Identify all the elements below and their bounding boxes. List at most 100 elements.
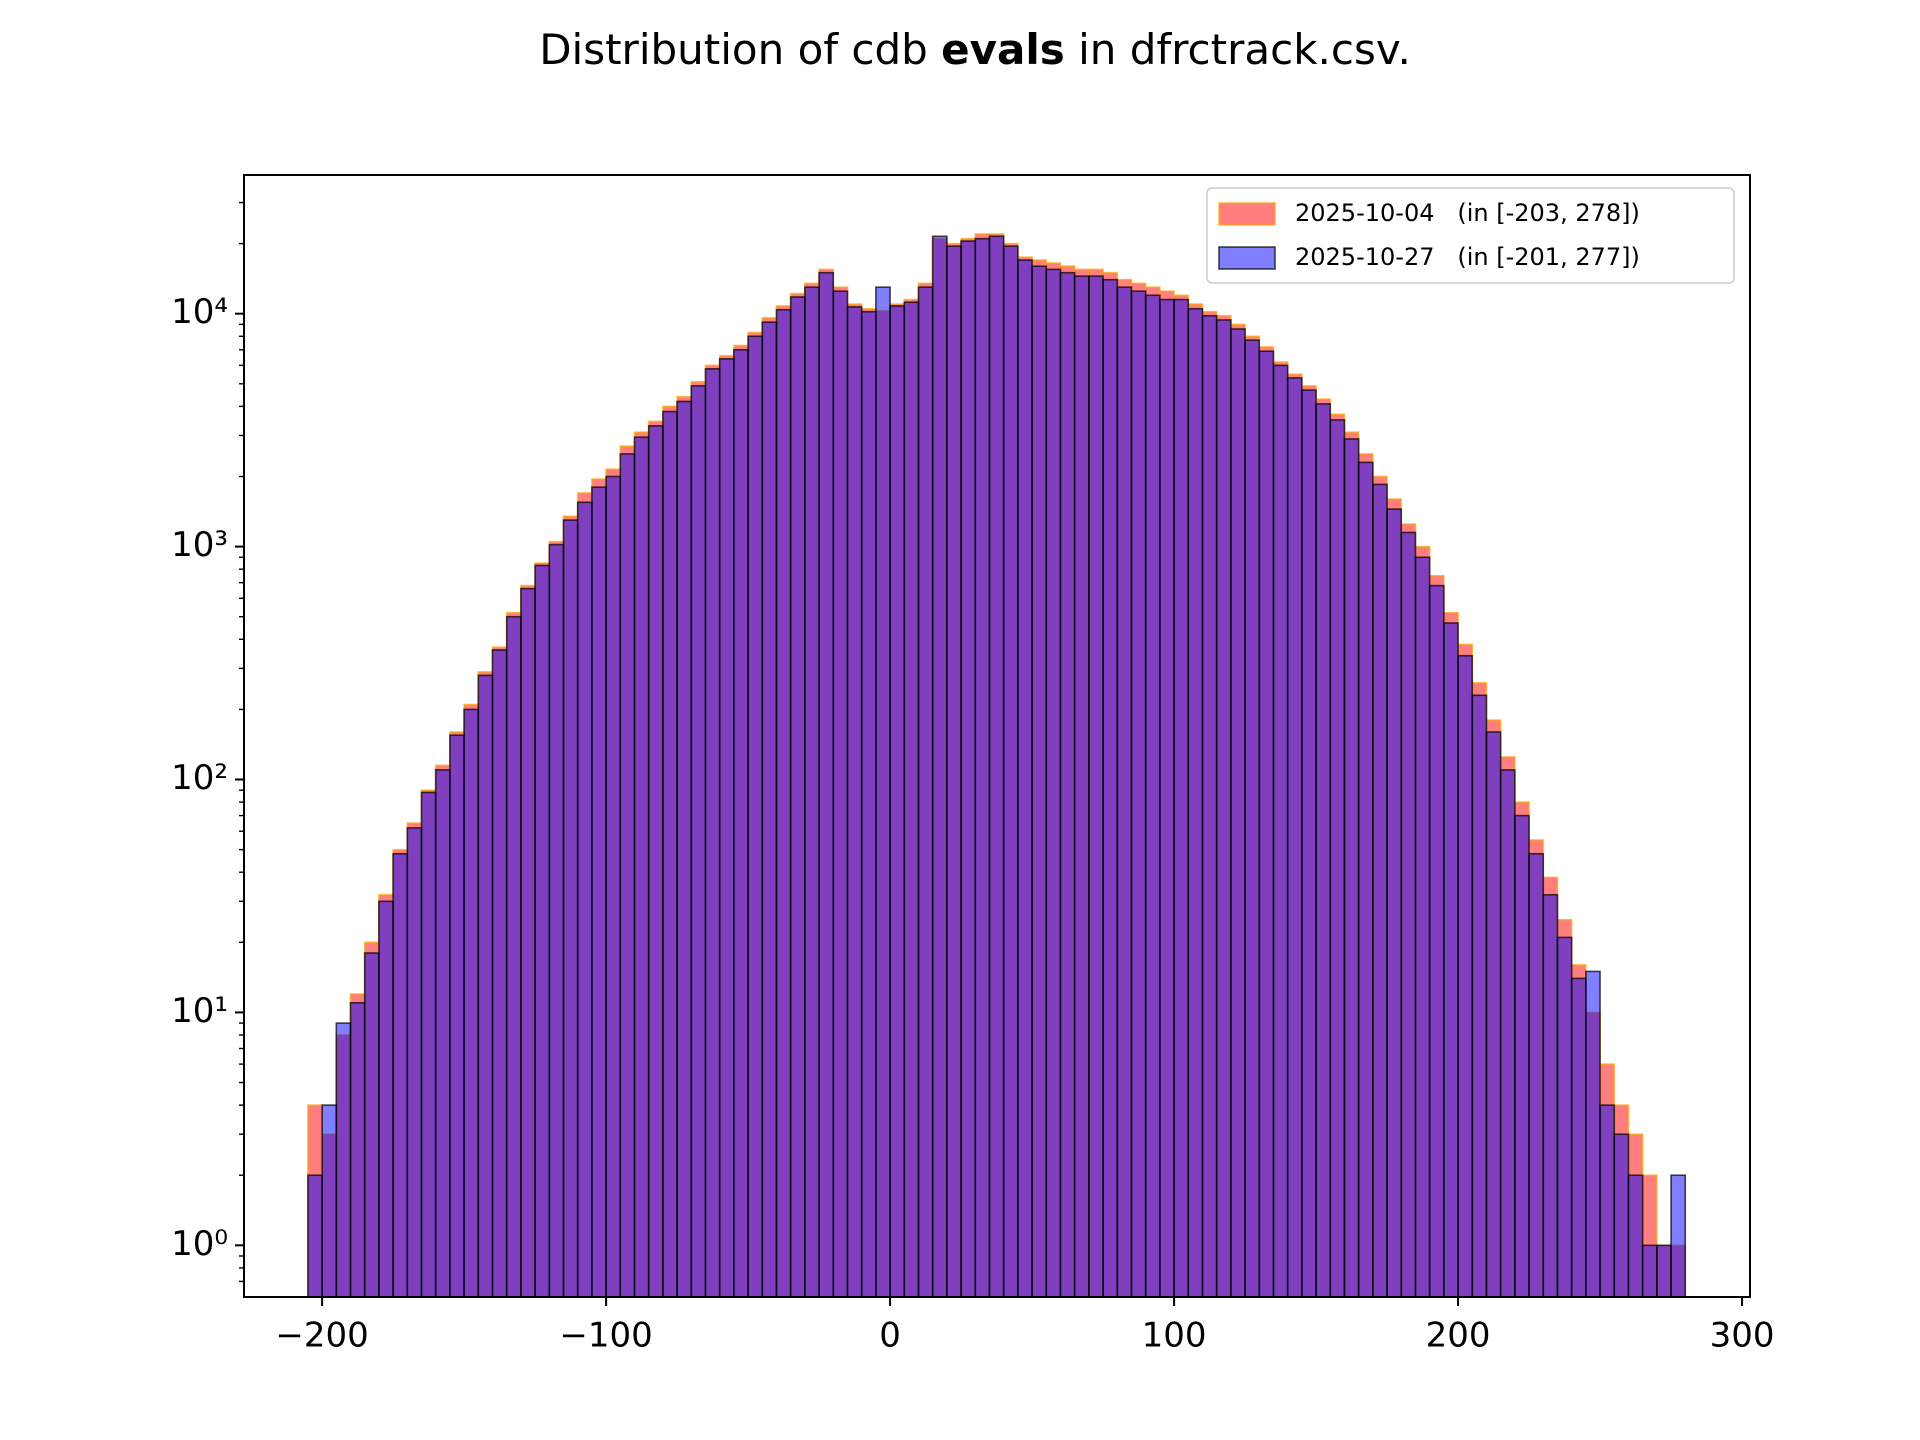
bar (704, 367, 721, 1298)
bar (491, 649, 508, 1298)
bar (633, 436, 650, 1298)
bar (860, 310, 877, 1298)
bar (690, 385, 707, 1298)
bar (321, 1104, 338, 1298)
bar (406, 827, 423, 1298)
bar (818, 271, 835, 1298)
bar (1386, 508, 1403, 1298)
bar (1286, 377, 1303, 1298)
bar (562, 519, 579, 1298)
bar (1144, 294, 1161, 1298)
y-tick-label: 10¹ (171, 991, 228, 1031)
bar (1357, 461, 1374, 1298)
title-part: Distribution of cdb (539, 25, 941, 74)
bar (775, 308, 792, 1298)
bar (534, 564, 551, 1298)
bar (1258, 350, 1275, 1298)
bar (1443, 622, 1459, 1298)
x-tick-label: 200 (1426, 1316, 1491, 1356)
bar (1301, 389, 1317, 1298)
bar (420, 791, 437, 1298)
bar (1315, 403, 1332, 1298)
bar (846, 306, 863, 1298)
bar (1002, 245, 1019, 1298)
x-tick-label: −100 (559, 1316, 652, 1356)
bar (889, 305, 906, 1298)
bar (1457, 654, 1474, 1298)
bar (960, 240, 977, 1298)
bar (1585, 970, 1601, 1298)
title-part: in dfrctrack.csv. (1065, 25, 1411, 74)
bar (463, 708, 480, 1298)
bar (789, 296, 806, 1298)
bar (946, 245, 962, 1298)
bar (832, 290, 849, 1298)
y-tick-label: 10² (171, 758, 228, 798)
legend: 2025-10-04 (in [-203, 278]) 2025-10-27 (i… (1206, 187, 1735, 284)
bar (1428, 584, 1445, 1298)
bar (1130, 290, 1147, 1298)
bar (1542, 893, 1559, 1298)
bar (363, 952, 380, 1298)
bar (1414, 556, 1431, 1298)
bar (1372, 483, 1388, 1298)
x-tick-label: 100 (1142, 1316, 1207, 1356)
bar (1556, 936, 1573, 1298)
bar (378, 900, 394, 1298)
legend-box (1206, 187, 1735, 284)
x-tick-label: 300 (1710, 1316, 1775, 1356)
y-tick-label: 10³ (171, 525, 228, 565)
bar (903, 301, 920, 1298)
legend-label: 2025-10-04 (in [-203, 278]) (1295, 199, 1640, 227)
bar (505, 615, 522, 1298)
bar (1159, 298, 1175, 1298)
bar (917, 286, 934, 1298)
y-tick-label: 10⁰ (171, 1224, 228, 1264)
chart-title: Distribution of cdb evals in dfrctrack.c… (539, 25, 1411, 74)
plot-frame (243, 174, 1751, 1298)
bar (591, 486, 607, 1298)
bar (1230, 328, 1246, 1298)
bar (676, 400, 693, 1298)
bar (1173, 298, 1190, 1298)
bar (988, 235, 1005, 1298)
bar (1471, 694, 1488, 1298)
title-part: evals (941, 25, 1065, 74)
bar (349, 1001, 366, 1298)
bar (335, 1022, 352, 1298)
bar (477, 674, 494, 1298)
bar (1570, 977, 1587, 1298)
bar (1599, 1104, 1616, 1298)
bar (804, 286, 820, 1298)
bar (1272, 364, 1289, 1298)
bar (1641, 1244, 1658, 1298)
bar (1244, 339, 1261, 1298)
bar (1017, 259, 1033, 1298)
bar (1059, 271, 1076, 1298)
y-tick-label: 10⁴ (171, 292, 228, 332)
bar (761, 321, 778, 1298)
bar (392, 852, 409, 1298)
bar (1670, 1174, 1687, 1298)
bar (1031, 265, 1048, 1298)
bar (1343, 438, 1360, 1298)
bar (1102, 278, 1119, 1298)
bar (1613, 1133, 1630, 1298)
legend-label: 2025-10-27 (in [-201, 277]) (1295, 243, 1640, 271)
bar (1627, 1174, 1644, 1298)
bar (307, 1174, 323, 1298)
bar (747, 335, 764, 1298)
bar (1329, 419, 1346, 1298)
bar (1073, 275, 1090, 1298)
bar (1201, 314, 1218, 1298)
x-tick-label: −200 (275, 1316, 368, 1356)
bar (605, 475, 622, 1298)
bar (1499, 769, 1516, 1298)
histogram-series (307, 235, 1687, 1298)
bar (520, 587, 536, 1298)
bar (1116, 286, 1133, 1298)
bar (449, 734, 465, 1298)
bar (733, 348, 749, 1298)
bar (1656, 1244, 1672, 1298)
